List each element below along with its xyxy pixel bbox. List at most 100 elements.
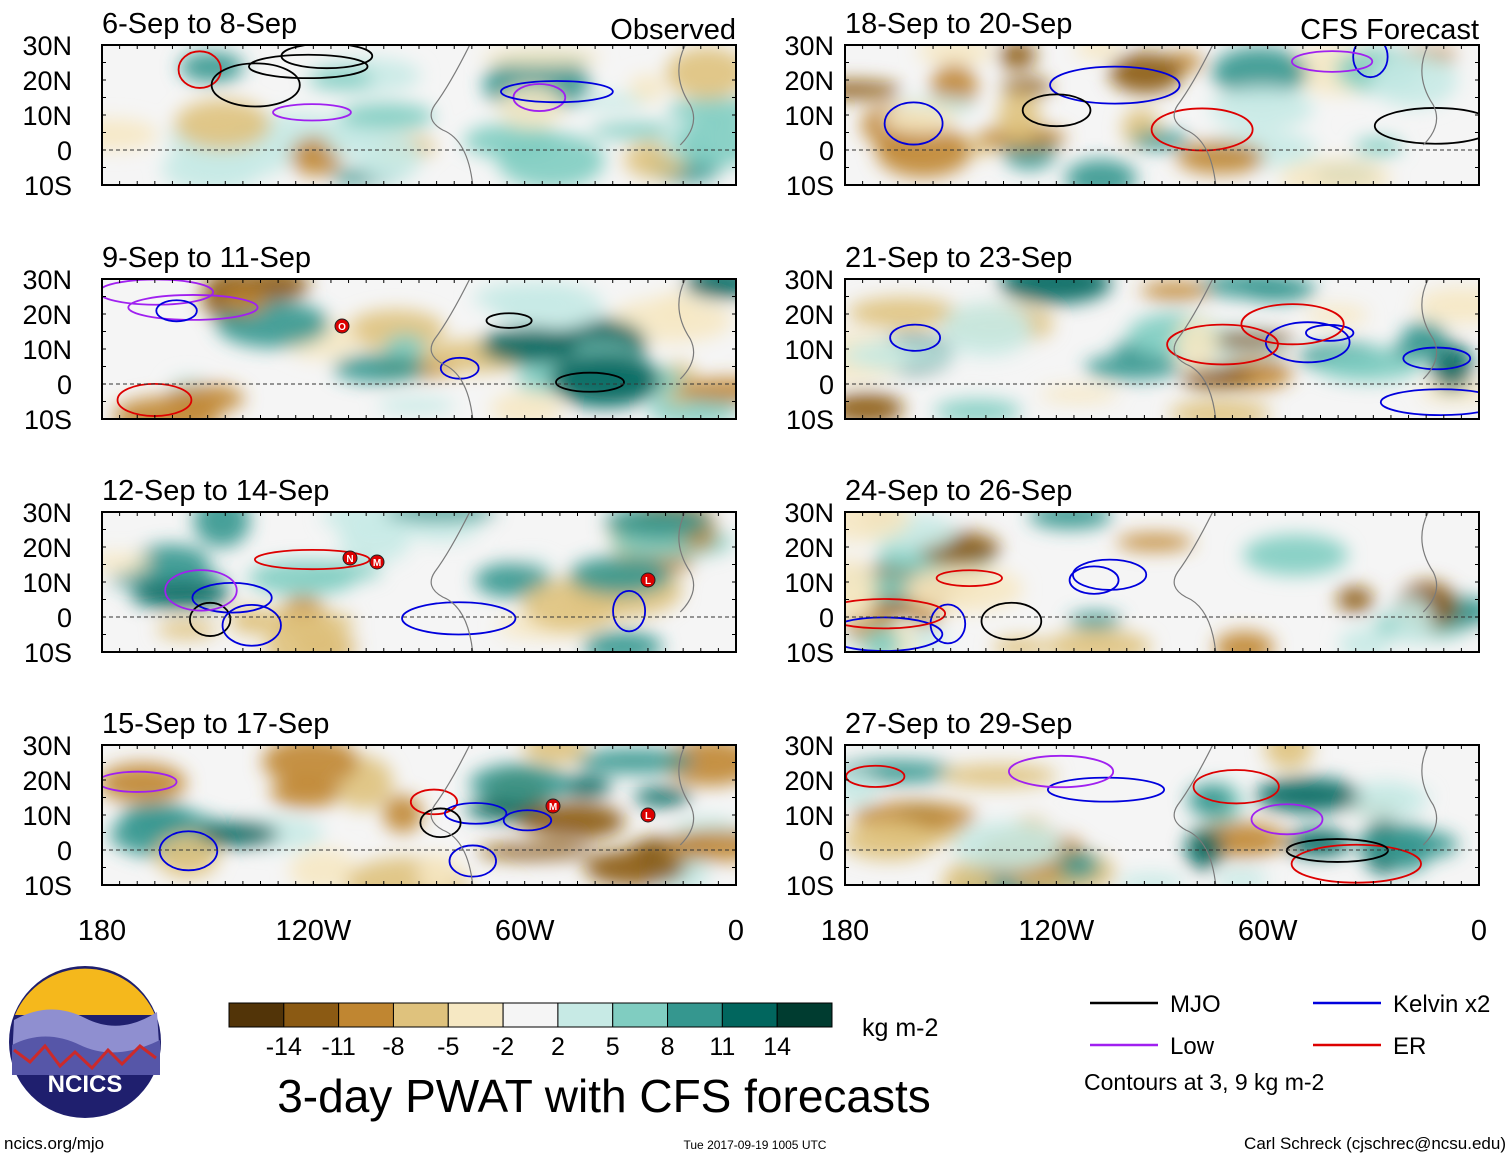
y-tick-label: 0 [819, 836, 834, 866]
panel-period-label: 18-Sep to 20-Sep [845, 8, 1072, 40]
y-tick-label: 10N [784, 335, 834, 365]
storm-marker: L [640, 572, 656, 588]
y-tick-label: 30N [784, 265, 834, 295]
pwat-field [102, 279, 736, 419]
contour-legend: MJO Kelvin x2 Low ER [1090, 991, 1490, 1060]
y-tick-label: 10S [786, 171, 834, 201]
y-tick-label: 10S [786, 638, 834, 668]
legend-label: ER [1393, 1033, 1426, 1060]
x-tick-label: 60W [1238, 915, 1298, 947]
panel-period-label: 27-Sep to 29-Sep [845, 708, 1072, 740]
colorbar-swatch [502, 1002, 559, 1028]
colorbar-level-label: -11 [321, 1033, 355, 1061]
storm-marker: N [342, 550, 358, 566]
wave-contours [883, 45, 1479, 152]
map-panel: 12-Sep to 14-Sep 30N 20N 10N 0 10S [22, 475, 737, 668]
colorbar-swatch [447, 1002, 504, 1028]
colorbar-level-label: 14 [763, 1033, 791, 1061]
pwat-field [102, 45, 736, 185]
panel-period-label: 24-Sep to 26-Sep [845, 475, 1072, 507]
map-panel: 15-Sep to 17-Sep 30N 20N 10N 0 10S [22, 708, 737, 901]
map-panel: 27-Sep to 29-Sep 30N 20N 10N 0 10S [784, 708, 1480, 901]
y-tick-label: 20N [784, 533, 834, 563]
storm-marker: M [545, 798, 561, 814]
pwat-field [845, 512, 1479, 652]
y-tick-label: 30N [22, 265, 72, 295]
map-panel: 24-Sep to 26-Sep 30N 20N 10N 0 10S [784, 475, 1480, 668]
map-panel: 9-Sep to 11-Sep 30N 20N 10N 0 10S [22, 242, 737, 435]
storm-marker: M [369, 554, 385, 570]
storm-marker: O [334, 318, 350, 334]
y-tick-label: 10N [22, 101, 72, 131]
y-tick-label: 30N [22, 731, 72, 761]
colorbar-level-label: 8 [661, 1033, 675, 1061]
legend-entry: Kelvin x2 [1313, 991, 1490, 1018]
figure-title: 3-day PWAT with CFS forecasts [277, 1070, 931, 1122]
legend-label: Kelvin x2 [1393, 991, 1490, 1018]
colorbar-swatch [557, 1002, 614, 1028]
y-tick-label: 20N [22, 66, 72, 96]
y-tick-label: 0 [57, 836, 72, 866]
storm-letter: L [645, 811, 651, 822]
y-tick-label: 10S [786, 871, 834, 901]
y-tick-label: 30N [784, 31, 834, 61]
colorbar: -14 -11 -8 -5 -2 2 5 8 11 14 [228, 1002, 833, 1061]
wave-contours [164, 549, 647, 647]
y-tick-label: 20N [22, 766, 72, 796]
y-tick-label: 20N [784, 66, 834, 96]
map-panel: 18-Sep to 20-Sep CFS Forecast 30N 20N 10N 0 10… [784, 8, 1480, 201]
panel-period-label: 9-Sep to 11-Sep [102, 242, 311, 274]
y-tick-label: 10S [24, 638, 72, 668]
y-tick-label: 30N [784, 731, 834, 761]
colorbar-swatch [392, 1002, 449, 1028]
y-tick-label: 10N [784, 568, 834, 598]
colorbar-level-label: 11 [709, 1033, 735, 1061]
panel-source-label: Observed [610, 14, 736, 46]
y-tick-label: 10S [24, 171, 72, 201]
colorbar-swatch [667, 1002, 723, 1028]
x-tick-label: 120W [275, 915, 351, 947]
panel-period-label: 15-Sep to 17-Sep [102, 708, 329, 740]
x-tick-label: 180 [821, 915, 869, 947]
colorbar-level-label: -2 [492, 1033, 514, 1061]
panel-period-label: 12-Sep to 14-Sep [102, 475, 329, 507]
ncics-logo: NCICS [9, 966, 161, 1118]
y-tick-label: 10S [24, 871, 72, 901]
colorbar-level-label: 2 [551, 1033, 565, 1061]
pwat-field [102, 512, 736, 652]
wave-contours [177, 45, 614, 122]
footer-credit: Carl Schreck (cjschrec@ncsu.edu) [1244, 1134, 1506, 1153]
y-tick-label: 0 [57, 603, 72, 633]
storm-letter: L [645, 576, 651, 587]
x-tick-label: 180 [78, 915, 126, 947]
x-tick-label: 0 [1471, 915, 1487, 947]
colorbar-level-label: 5 [606, 1033, 620, 1061]
y-tick-label: 10N [22, 801, 72, 831]
x-tick-label: 0 [728, 915, 744, 947]
pwat-field [102, 745, 736, 885]
y-tick-label: 0 [819, 603, 834, 633]
colorbar-level-label: -14 [266, 1033, 302, 1061]
y-tick-label: 10S [786, 405, 834, 435]
y-tick-label: 10N [22, 568, 72, 598]
y-tick-label: 10N [22, 335, 72, 365]
y-tick-label: 20N [784, 766, 834, 796]
map-panels: 6-Sep to 8-Sep Observed30N20N10N010S9-Sep… [22, 8, 1487, 947]
legend-label: MJO [1170, 991, 1221, 1018]
y-tick-label: 20N [784, 300, 834, 330]
storm-marker: L [640, 807, 656, 823]
y-tick-label: 10S [24, 405, 72, 435]
legend-label: Low [1170, 1033, 1215, 1060]
storm-letter: N [346, 554, 353, 565]
y-tick-label: 20N [22, 300, 72, 330]
footer-timestamp: Tue 2017-09-19 1005 UTC [684, 1138, 827, 1152]
logo-text: NCICS [48, 1071, 123, 1098]
y-tick-label: 30N [22, 31, 72, 61]
storm-letter: M [373, 558, 381, 569]
y-tick-label: 0 [819, 136, 834, 166]
pwat-field [845, 745, 1479, 885]
y-tick-label: 0 [57, 136, 72, 166]
colorbar-swatch [721, 1002, 778, 1028]
storm-letter: O [338, 322, 346, 333]
